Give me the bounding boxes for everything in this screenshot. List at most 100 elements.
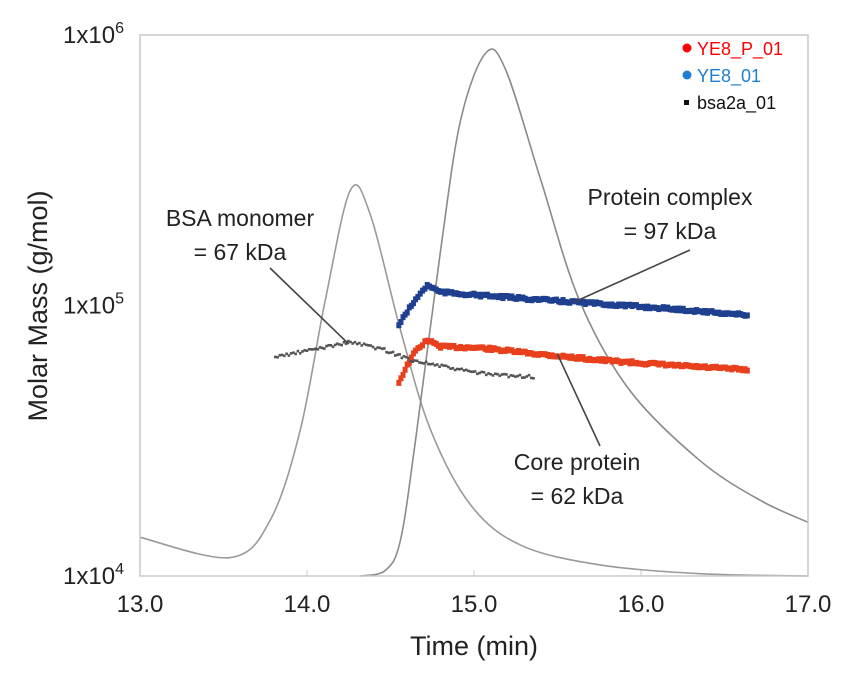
y-axis-label: Molar Mass (g/mol) xyxy=(23,190,53,421)
data-point xyxy=(471,370,475,374)
data-point xyxy=(404,355,408,359)
data-point xyxy=(422,362,426,365)
data-point xyxy=(276,355,279,359)
data-point xyxy=(505,373,508,376)
data-point xyxy=(480,370,484,374)
data-point xyxy=(404,309,410,316)
data-point xyxy=(346,339,350,343)
data-point xyxy=(498,374,502,378)
data-point xyxy=(429,362,432,366)
legend-label: YE8_01 xyxy=(697,66,761,87)
data-point xyxy=(389,351,393,354)
data-point xyxy=(312,348,315,351)
data-point xyxy=(383,347,386,350)
legend-label: YE8_P_01 xyxy=(697,39,783,60)
data-point xyxy=(509,374,513,377)
data-point xyxy=(413,359,417,362)
data-point xyxy=(331,345,335,349)
data-point xyxy=(402,354,406,358)
data-point xyxy=(400,356,404,360)
trace-line-1 xyxy=(360,48,809,577)
data-point xyxy=(278,353,282,357)
data-point xyxy=(433,364,437,367)
plot-frame xyxy=(139,34,809,577)
data-point xyxy=(460,367,464,371)
data-point xyxy=(340,343,344,347)
data-point xyxy=(464,368,468,372)
data-point xyxy=(360,344,364,347)
y-tick-label: 1x104 xyxy=(63,561,124,590)
data-point xyxy=(362,342,366,346)
data-point xyxy=(371,345,375,349)
data-point xyxy=(408,354,414,361)
data-point xyxy=(418,361,421,364)
data-point xyxy=(396,353,399,357)
data-point xyxy=(744,367,750,374)
legend-dot-icon xyxy=(682,70,692,80)
data-point xyxy=(451,366,455,370)
data-point xyxy=(467,369,470,373)
annotations: BSA monomer = 67 kDa Protein complex = 97 k… xyxy=(166,184,753,509)
data-point xyxy=(444,364,448,368)
data-point xyxy=(402,366,408,373)
x-tick-label: 14.0 xyxy=(284,591,331,618)
annotation-text: Protein complex xyxy=(588,184,753,210)
data-series xyxy=(273,281,750,386)
annotation-leader-line xyxy=(556,353,601,447)
data-point xyxy=(458,367,461,371)
chromatogram-traces xyxy=(139,48,809,577)
data-point xyxy=(292,351,295,354)
annotation-text: BSA monomer xyxy=(166,205,315,231)
y-tick-label: 1x106 xyxy=(63,20,124,49)
data-point xyxy=(487,372,490,375)
legend-square-icon xyxy=(684,100,689,105)
data-point xyxy=(469,370,472,373)
data-point xyxy=(393,354,397,357)
x-tick-label: 17.0 xyxy=(785,591,832,618)
data-point xyxy=(415,293,421,300)
data-point xyxy=(280,353,284,357)
data-point xyxy=(380,347,384,351)
data-point xyxy=(396,379,402,386)
data-point xyxy=(409,359,412,363)
data-point xyxy=(396,322,402,329)
data-point xyxy=(358,341,361,345)
data-point xyxy=(410,300,416,307)
data-point xyxy=(303,349,307,352)
data-point xyxy=(516,374,520,378)
data-point xyxy=(532,376,535,380)
data-point xyxy=(442,364,446,367)
data-point xyxy=(349,340,352,344)
data-point xyxy=(507,375,511,379)
data-point xyxy=(447,365,450,369)
data-point xyxy=(407,357,410,360)
data-point xyxy=(525,375,529,378)
data-point xyxy=(438,365,441,369)
annotation-leader-line xyxy=(269,267,350,345)
series-YE8_01 xyxy=(396,281,750,329)
data-point xyxy=(500,373,504,376)
data-point xyxy=(301,350,304,353)
data-point xyxy=(529,376,533,380)
series-YE8_P_01 xyxy=(396,337,750,386)
x-axis-label: Time (min) xyxy=(410,631,538,661)
data-point xyxy=(320,346,324,350)
data-point xyxy=(329,343,333,347)
data-point xyxy=(456,367,459,371)
data-point xyxy=(489,372,492,376)
legend-label: bsa2a_01 xyxy=(697,93,776,114)
data-point xyxy=(422,285,428,292)
data-point xyxy=(369,344,373,347)
data-point xyxy=(744,312,750,319)
annotation-leader-line xyxy=(573,249,691,303)
data-point xyxy=(400,371,406,378)
x-axis: 13.0 14.0 15.0 16.0 17.0 xyxy=(117,570,832,618)
data-point xyxy=(327,343,331,347)
legend-dot-icon xyxy=(682,43,692,53)
data-point xyxy=(502,372,506,376)
data-point xyxy=(283,354,286,358)
data-point xyxy=(473,370,477,373)
data-point xyxy=(305,349,309,353)
data-point xyxy=(424,360,428,364)
